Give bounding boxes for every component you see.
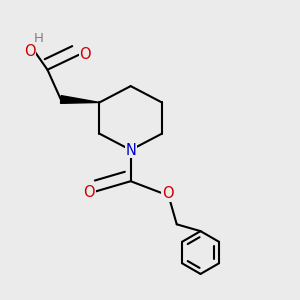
Text: O: O: [24, 44, 35, 59]
Text: O: O: [83, 185, 95, 200]
Polygon shape: [61, 96, 100, 103]
Text: H: H: [34, 32, 44, 45]
Text: O: O: [162, 186, 174, 201]
Text: O: O: [80, 47, 91, 62]
Text: N: N: [125, 142, 136, 158]
